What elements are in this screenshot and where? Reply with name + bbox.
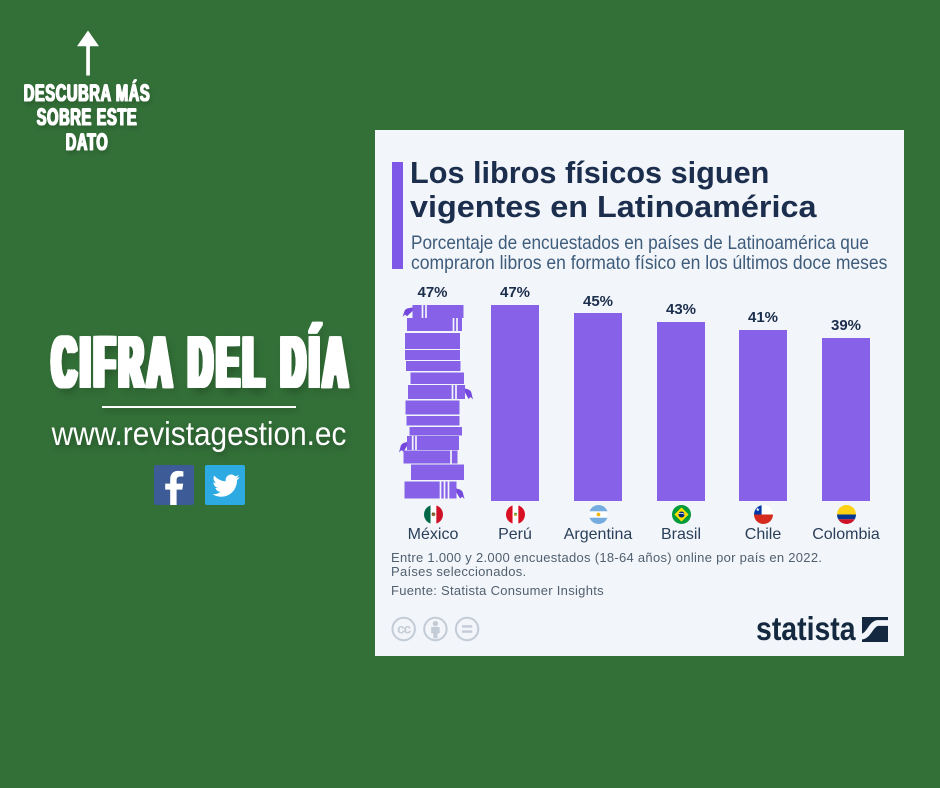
svg-text:cc: cc bbox=[397, 622, 412, 637]
